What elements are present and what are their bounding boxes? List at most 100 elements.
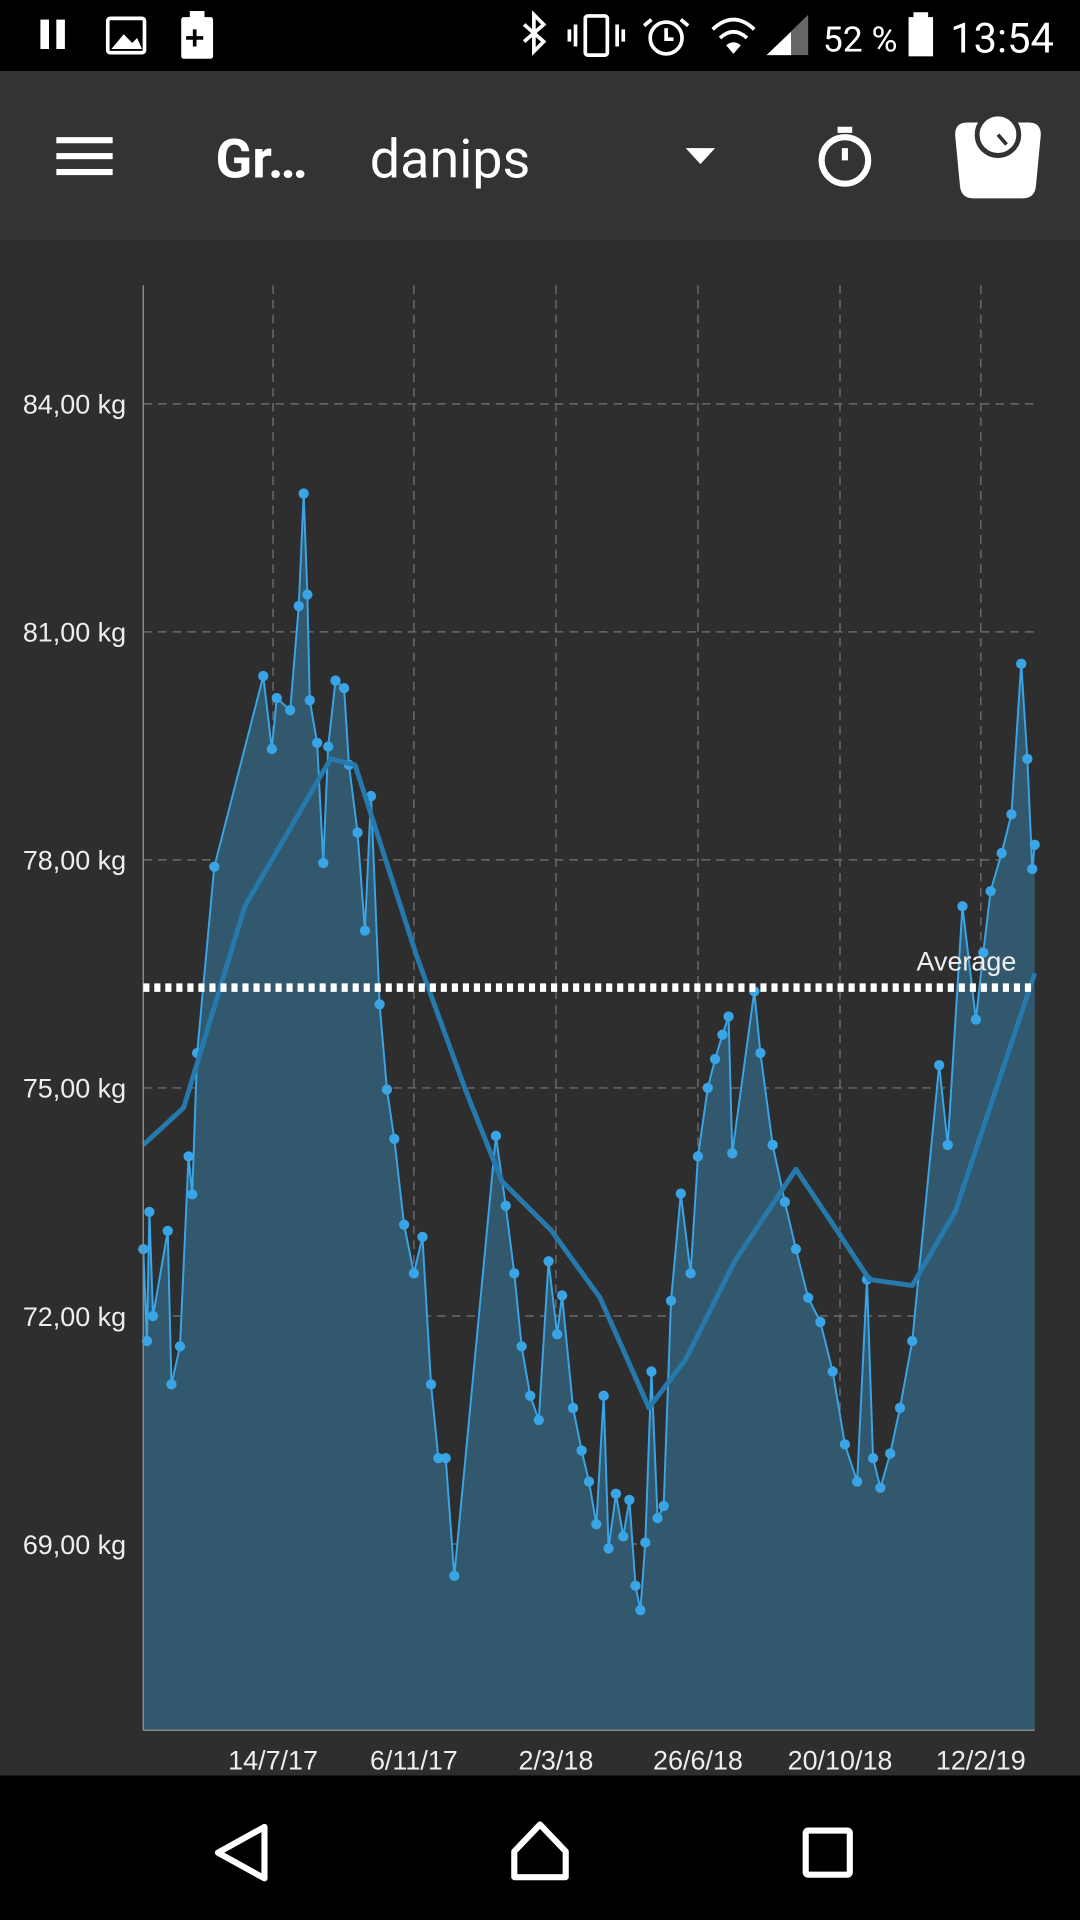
data-point: [646, 1366, 657, 1377]
data-point: [359, 925, 371, 936]
data-point: [166, 1379, 177, 1390]
data-point: [624, 1494, 635, 1506]
x-tick-label: 12/2/19: [936, 1745, 1026, 1775]
data-point: [209, 861, 220, 872]
data-point: [352, 827, 363, 838]
recents-button[interactable]: [802, 1827, 853, 1878]
data-point: [1027, 863, 1038, 875]
data-point: [556, 1290, 568, 1301]
data-point: [583, 1476, 595, 1487]
user-selector[interactable]: danips: [370, 129, 531, 192]
data-point: [875, 1482, 886, 1493]
data-point: [187, 1189, 198, 1200]
app-bar: [0, 71, 1080, 240]
data-point: [942, 1139, 953, 1151]
data-point: [934, 1059, 945, 1071]
data-point: [543, 1256, 554, 1267]
data-point: [141, 1335, 153, 1347]
data-point: [957, 901, 968, 912]
data-point: [440, 1452, 451, 1464]
data-point: [323, 741, 334, 752]
back-button[interactable]: [214, 1823, 268, 1882]
data-point: [318, 857, 329, 869]
data-point: [374, 999, 385, 1010]
nav-bar: [0, 1775, 1080, 1920]
data-point: [408, 1268, 420, 1279]
data-point: [174, 1341, 186, 1352]
data-point: [162, 1225, 173, 1236]
data-point: [490, 1130, 502, 1141]
x-tick-label: 20/10/18: [788, 1745, 893, 1775]
data-point: [827, 1366, 838, 1377]
y-tick-label: 72,00 kg: [23, 1302, 126, 1332]
y-tick-label: 84,00 kg: [23, 390, 126, 420]
average-label: Average: [917, 946, 1017, 976]
data-point: [767, 1139, 778, 1151]
data-point: [1029, 839, 1040, 850]
data-point: [985, 885, 996, 897]
battery-plus: [186, 29, 204, 47]
screen-title: Gr…: [216, 129, 308, 192]
data-point: [692, 1151, 704, 1162]
data-point: [815, 1316, 826, 1328]
data-point: [576, 1445, 587, 1456]
data-point: [907, 1335, 918, 1347]
data-point: [717, 1029, 728, 1040]
data-point: [293, 600, 304, 612]
y-tick-label: 78,00 kg: [23, 846, 126, 876]
data-point: [398, 1219, 410, 1230]
data-point: [885, 1448, 896, 1459]
data-point: [525, 1390, 536, 1401]
data-point: [709, 1053, 721, 1065]
area: [143, 493, 1035, 1731]
data-point: [591, 1519, 602, 1530]
data-point: [852, 1476, 863, 1487]
data-point: [658, 1500, 669, 1512]
y-tick-label: 81,00 kg: [23, 618, 126, 648]
data-point: [381, 1084, 393, 1095]
data-point: [258, 670, 269, 682]
x-tick-label: 2/3/18: [518, 1745, 593, 1775]
battery: [908, 17, 934, 57]
data-point: [618, 1531, 629, 1542]
chart: 69,00 kg 72,00 kg 75,00 kg 78,00 kg 81,00 kg…: [23, 285, 1040, 1775]
data-point: [702, 1082, 713, 1094]
trend-line: [141, 756, 1038, 1411]
data-point: [839, 1439, 851, 1450]
data-point: [894, 1402, 906, 1414]
data-point: [516, 1341, 527, 1352]
battery-percent: 52 %: [823, 18, 898, 60]
scale-button[interactable]: [955, 111, 1041, 199]
data-point: [330, 675, 341, 686]
data-point: [144, 1206, 155, 1217]
data-point: [996, 847, 1007, 859]
y-tick-label: 69,00 kg: [23, 1530, 126, 1560]
data-point: [147, 1310, 159, 1322]
data-point: [302, 589, 313, 600]
menu-button[interactable]: [56, 137, 113, 176]
data-point: [803, 1292, 814, 1303]
dropdown-arrow[interactable]: [685, 148, 716, 165]
x-tick-label: 14/7/17: [228, 1745, 318, 1775]
data-point: [610, 1488, 622, 1499]
data-point: [978, 947, 989, 958]
x-tick-label: 6/11/17: [370, 1745, 458, 1775]
timer-button[interactable]: [818, 126, 872, 187]
y-tick-label: 75,00 kg: [23, 1074, 126, 1104]
data-point: [449, 1570, 460, 1582]
data-point: [1022, 753, 1033, 764]
data-point: [723, 1011, 734, 1022]
data-point: [304, 695, 315, 706]
data-point: [433, 1452, 444, 1464]
signal: [766, 14, 809, 56]
data-point: [509, 1268, 520, 1279]
data-point: [640, 1537, 651, 1548]
data-point: [338, 683, 350, 694]
data-point: [183, 1151, 194, 1162]
data-point: [779, 1196, 791, 1208]
data-point: [630, 1580, 641, 1591]
data-point: [665, 1295, 677, 1306]
home-button[interactable]: [511, 1821, 569, 1881]
